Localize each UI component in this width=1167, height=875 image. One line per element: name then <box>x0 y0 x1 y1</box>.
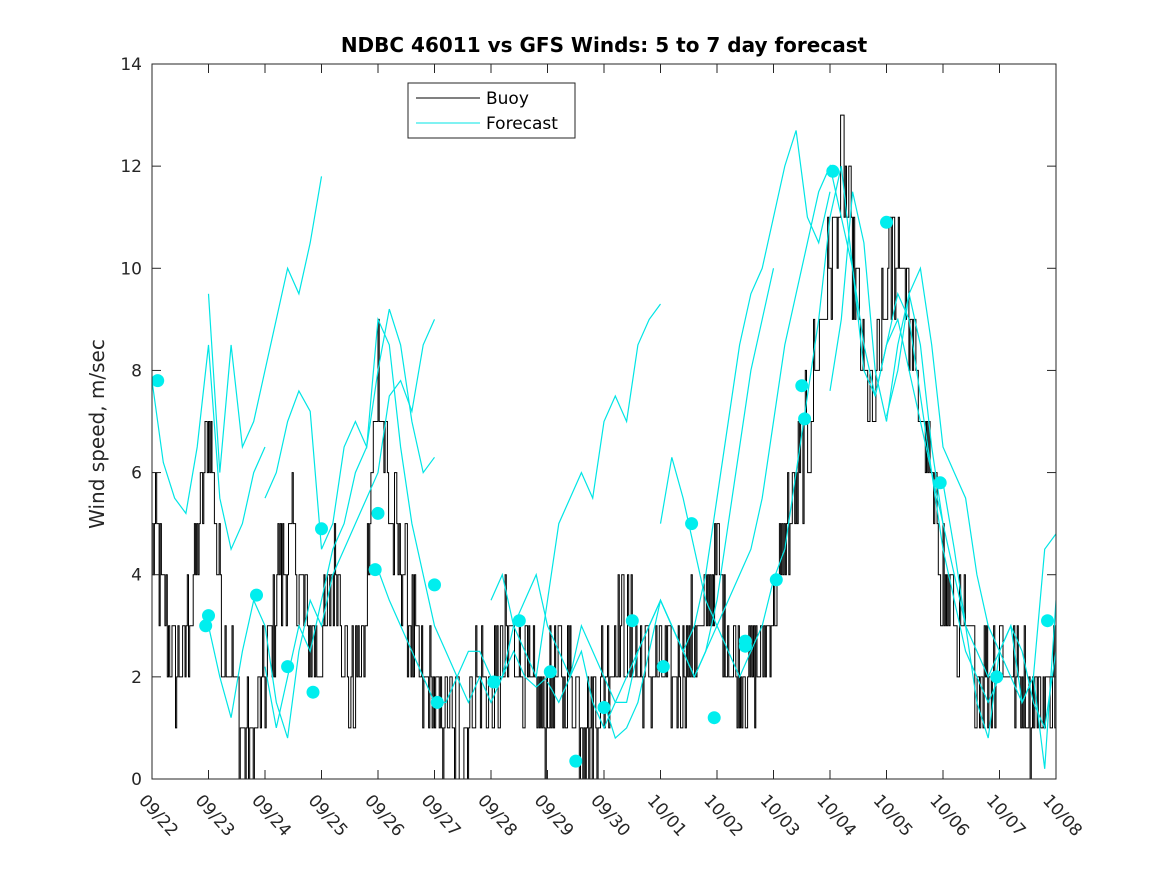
forecast-marker <box>625 614 639 628</box>
y-tick-label: 14 <box>120 55 142 75</box>
forecast-marker <box>933 476 947 490</box>
forecast-marker <box>202 609 215 623</box>
forecast-series-line-10 <box>659 165 1001 704</box>
legend-buoy-label: Buoy <box>486 89 529 109</box>
forecast-marker <box>487 675 501 689</box>
forecast-marker <box>738 634 752 648</box>
forecast-marker <box>685 517 699 531</box>
y-axis-label: Wind speed, m/sec <box>85 339 109 529</box>
forecast-marker <box>826 164 840 178</box>
legend-forecast-label: Forecast <box>486 114 558 134</box>
forecast-series-line-8 <box>546 130 831 730</box>
legend: Buoy Forecast <box>407 82 576 139</box>
forecast-marker <box>990 670 1004 684</box>
forecast-series-line-11 <box>829 191 1056 731</box>
forecast-marker <box>1041 614 1054 628</box>
forecast-marker <box>769 573 783 587</box>
forecast-marker <box>250 588 263 602</box>
y-tick-label: 10 <box>120 259 142 279</box>
forecast-series-line-2 <box>207 176 323 473</box>
forecast-marker <box>430 695 444 709</box>
forecast-series-line-5 <box>264 317 548 729</box>
forecast-series-line-1 <box>152 344 266 552</box>
forecast-series-line-7 <box>490 303 661 680</box>
forecast-marker <box>281 660 295 674</box>
forecast-marker <box>569 754 583 768</box>
chart-title: NDBC 46011 vs GFS Winds: 5 to 7 day fore… <box>341 33 868 57</box>
forecast-series-line-4 <box>264 308 435 550</box>
forecast-marker <box>795 379 809 393</box>
forecast-marker <box>428 578 441 592</box>
forecast-marker <box>315 522 328 536</box>
forecast-marker <box>880 215 893 229</box>
forecast-series-line-6 <box>377 268 775 704</box>
y-tick-label: 12 <box>120 157 142 177</box>
forecast-marker <box>199 619 213 633</box>
buoy-series-line <box>152 114 1056 779</box>
forecast-marker <box>543 665 557 679</box>
y-tick-label: 6 <box>131 464 142 484</box>
forecast-marker <box>597 701 611 714</box>
forecast-series-line-13 <box>942 482 1056 769</box>
forecast-marker <box>512 614 526 628</box>
y-tick-label: 0 <box>131 770 142 790</box>
forecast-marker <box>656 660 670 674</box>
y-tick-label: 2 <box>131 668 142 688</box>
forecast-marker <box>152 374 165 388</box>
forecast-marker <box>798 412 812 426</box>
forecast-marker <box>368 563 382 577</box>
y-tick-label: 4 <box>131 566 142 586</box>
forecast-series-line-3 <box>207 319 436 739</box>
y-tick-label: 8 <box>131 361 142 381</box>
forecast-marker <box>707 711 721 725</box>
forecast-marker <box>371 506 385 520</box>
forecast-marker <box>306 685 320 699</box>
legend-box <box>407 82 576 139</box>
